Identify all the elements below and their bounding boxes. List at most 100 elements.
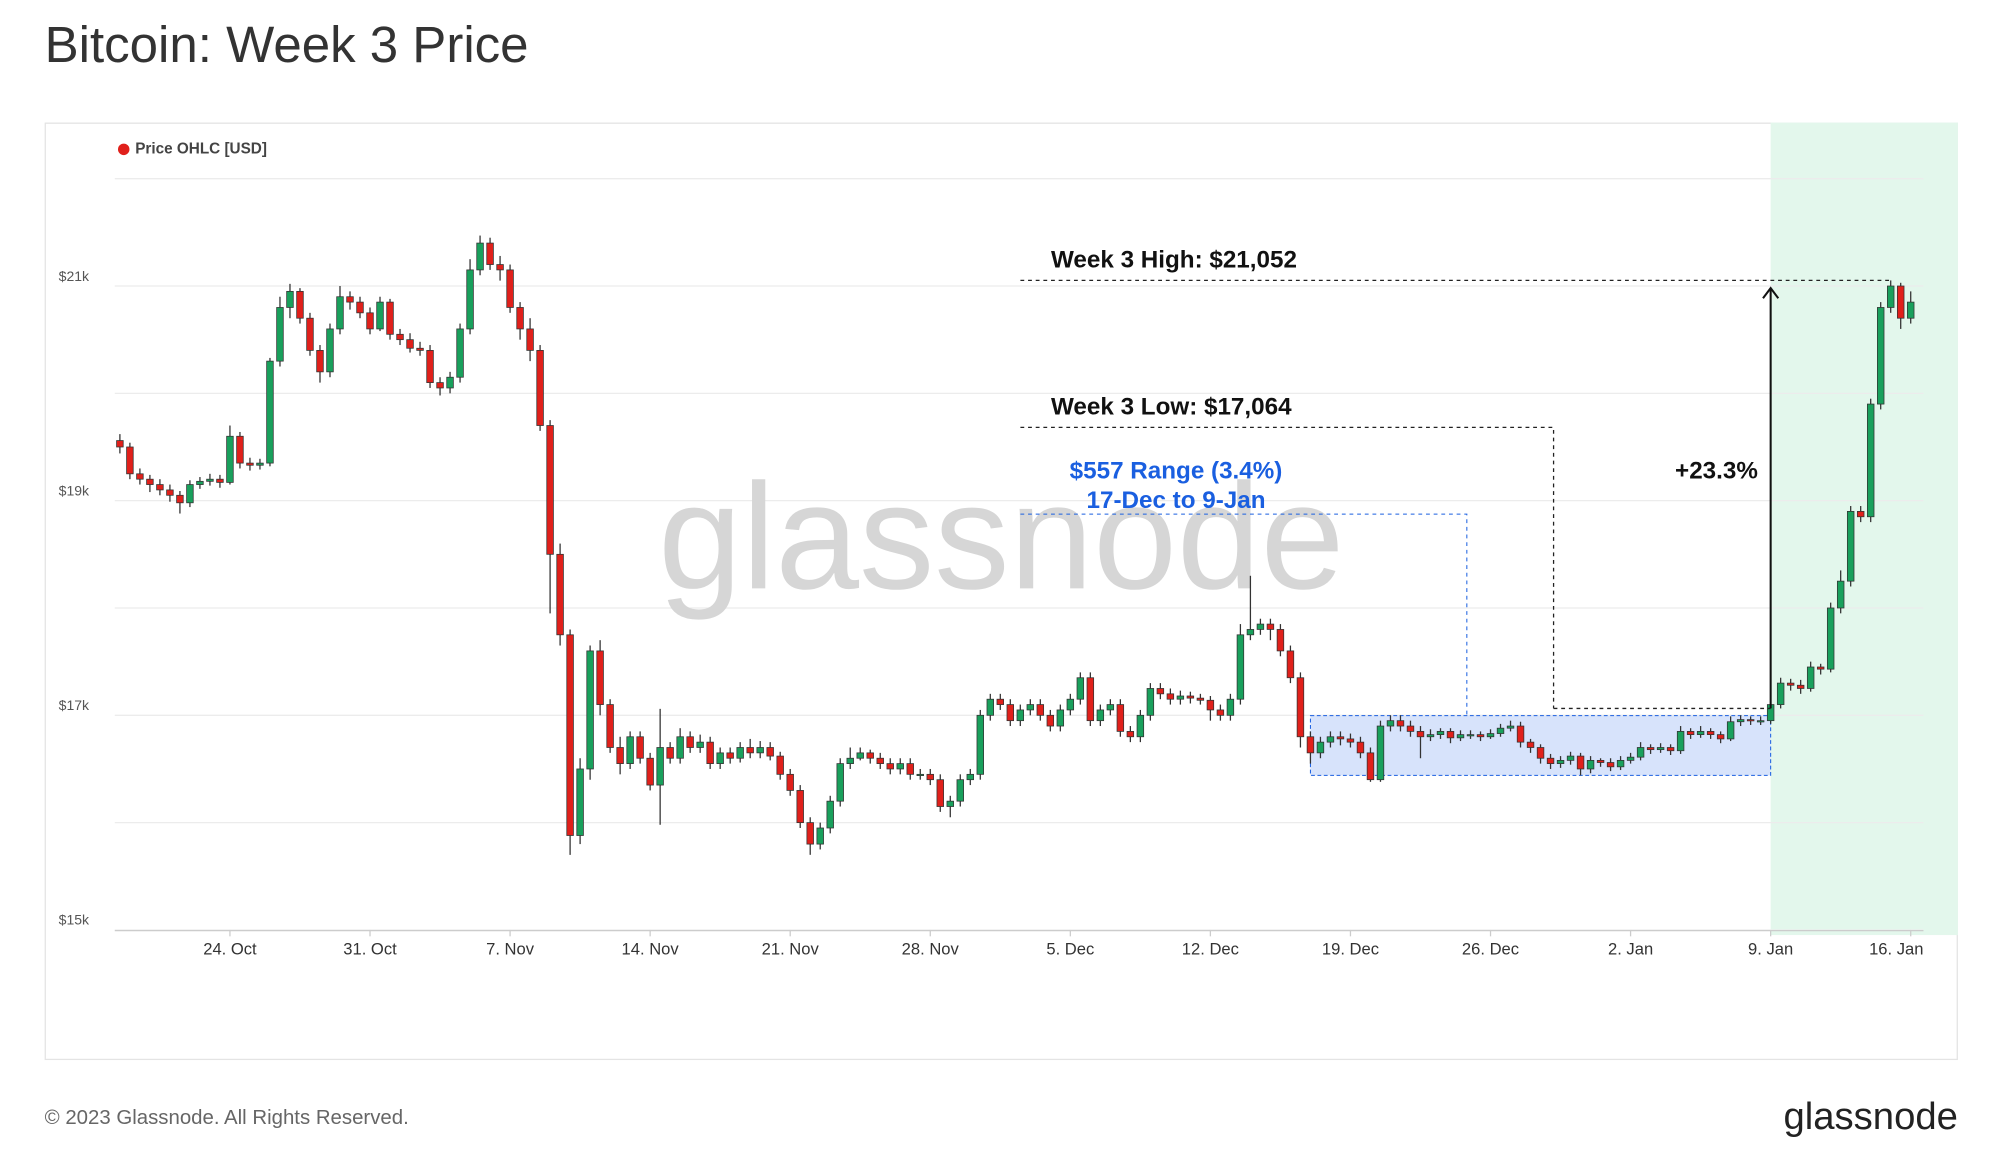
x-tick-label: 9. Jan [1748,940,1793,959]
candle-body [606,704,614,748]
y-tick-label: $15k [59,912,90,928]
x-tick-label: 24. Oct [203,940,257,959]
candle-body [946,800,954,807]
candle-body [1206,699,1215,711]
candle-body [956,779,964,802]
candle-body [516,307,524,330]
highlight-region [1770,122,1958,936]
candle-body [146,478,154,485]
candle-body [656,747,664,786]
candle-body [1686,731,1695,736]
candle-body [446,376,454,389]
candle-body [1646,747,1655,751]
grid-layer: $15k $17k $19k $21k 24. Oct 31. Oct 7. Nov 14. … [59,178,1924,959]
candle-body [866,752,874,759]
candle-body [276,307,284,362]
x-tick-label: 7. Nov [486,940,535,959]
candle-body [1416,731,1425,738]
x-tick-label: 19. Dec [1322,940,1379,959]
candle-body [1356,741,1365,754]
x-tick-label: 12. Dec [1182,940,1239,959]
candle-body [266,360,274,464]
candle-body [216,478,224,483]
candle-body [1606,762,1615,768]
candle-body [206,478,214,482]
candle-body [286,290,294,308]
candle-body [1396,720,1405,727]
candle-body [586,650,594,770]
candle-body [726,752,734,759]
candle-body [426,350,434,383]
candle-body [1156,688,1165,695]
candle-body [396,333,404,341]
candle-body [1476,734,1485,738]
page-title: Bitcoin: Week 3 Price [45,16,529,73]
brand-logo[interactable]: glassnode [1784,1095,1958,1138]
candle-body [1586,759,1595,770]
candle-body [1486,733,1495,738]
candle-body [716,752,724,764]
candle-body [1636,747,1645,758]
x-tick-label: 5. Dec [1046,940,1094,959]
candle-body [1226,698,1235,716]
candle-body [806,822,814,845]
candle-body [1736,719,1745,723]
candle-body [1546,757,1555,764]
y-tick-label: $19k [59,482,90,498]
x-tick-label: 2. Jan [1608,940,1653,959]
candle-body [1656,747,1665,751]
annotations: Week 3 High: $21,052 Week 3 Low: $17,064 $… [1020,247,1891,716]
candle-body [576,768,584,836]
candle-body [1756,720,1765,723]
candle-body [986,698,994,716]
candle-body [336,296,344,330]
candle-body [1236,634,1245,700]
candle-body [1616,759,1625,768]
candle-body [686,736,694,748]
candle-body [1826,607,1835,670]
candle-body [556,553,564,636]
candle-body [646,757,654,786]
candle-body [386,301,394,335]
candle-body [1036,704,1045,716]
y-tick-label: $21k [59,268,90,284]
candle-body [836,763,844,802]
week-low-leader [1020,426,1555,709]
candle-body [696,741,704,748]
candle-body [1907,301,1915,319]
candle-body [366,312,374,330]
candle-body [1166,693,1175,700]
candle-body [296,290,304,319]
candle-body [1786,682,1795,686]
candle-body [1897,285,1905,319]
candle-body [326,328,334,373]
candle-body [1456,734,1465,739]
candle-body [756,747,764,754]
candle-body [1086,677,1095,722]
candle-body [1056,709,1065,727]
candle-body [156,484,164,491]
candle-body [1366,752,1375,781]
candle-body [316,350,324,373]
candle-body [1516,725,1525,743]
watermark: glassnode [658,452,1344,620]
candle-body [596,650,604,705]
candle-body [116,440,124,448]
candle-body [776,755,784,775]
candle-body [1536,747,1545,759]
candle-body [826,800,834,829]
candle-body [1877,307,1885,405]
candle-body [356,301,364,314]
candle-body [1296,677,1305,738]
candle-body [706,741,714,764]
candle-body [1046,714,1055,727]
candle-body [126,446,134,475]
candle-body [1466,734,1475,737]
legend-label[interactable]: Price OHLC [USD] [135,140,267,157]
candle-body [1526,741,1535,748]
candle-body [1006,704,1015,722]
candle-body [1276,629,1285,652]
candle-body [1426,734,1435,738]
candle-body [376,301,384,330]
